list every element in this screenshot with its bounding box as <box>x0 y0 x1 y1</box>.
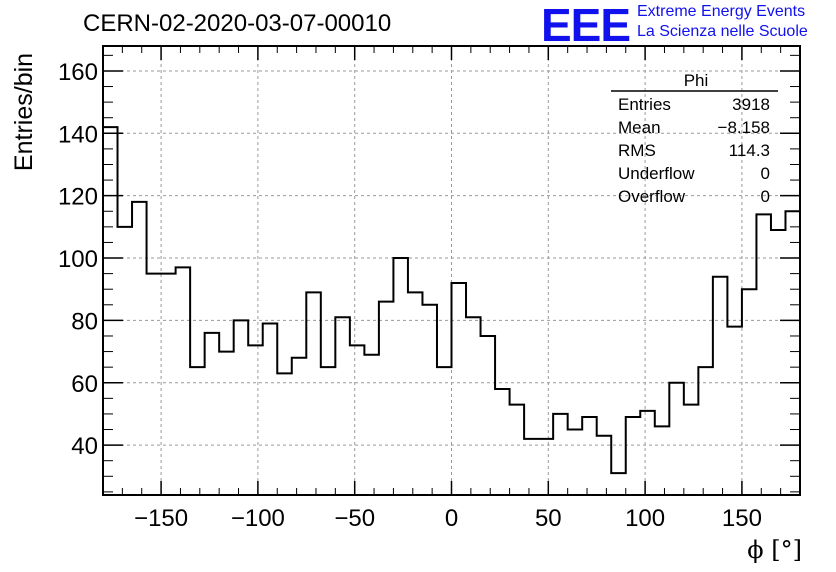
histogram-bin <box>205 333 220 495</box>
histogram-bin <box>263 324 278 495</box>
histogram-bin <box>756 214 771 495</box>
x-tick-label: −50 <box>334 505 375 532</box>
histogram-bin <box>321 367 336 495</box>
stats-row-label: Underflow <box>618 164 695 183</box>
stats-title: Phi <box>684 71 709 90</box>
y-tick-label: 40 <box>71 433 98 460</box>
histogram-bin <box>277 373 292 495</box>
stats-row-value: 0 <box>761 164 770 183</box>
histogram-bin <box>771 230 786 495</box>
x-axis-ticks: −150 −100 −50 0 50 100 150 <box>102 46 801 532</box>
histogram-bin <box>248 345 263 495</box>
stats-row-value: −8.158 <box>718 118 770 137</box>
histogram-bin <box>103 127 118 495</box>
stats-row-value: 3918 <box>732 95 770 114</box>
x-tick-label: 100 <box>625 505 665 532</box>
y-tick-label: 60 <box>71 371 98 398</box>
histogram-bin <box>437 367 452 495</box>
histogram-bin <box>335 317 350 495</box>
histogram-bin <box>524 439 539 495</box>
histogram-bin <box>132 202 147 495</box>
histogram-bin <box>495 389 510 495</box>
x-tick-label: 50 <box>535 505 562 532</box>
y-tick-label: 140 <box>58 121 98 148</box>
histogram-bin <box>669 383 684 495</box>
histogram-bin <box>379 302 394 495</box>
x-tick-label: 150 <box>722 505 762 532</box>
histogram-bin <box>713 277 728 495</box>
eee-logo: EEE <box>541 0 631 51</box>
histogram-bin <box>742 289 757 495</box>
histogram-bin <box>481 336 496 495</box>
stats-row-label: RMS <box>618 141 656 160</box>
histogram-bin <box>626 417 641 495</box>
run-title: CERN-02-2020-03-07-00010 <box>83 10 392 37</box>
x-tick-label: −150 <box>134 505 188 532</box>
histogram-bin <box>611 473 626 495</box>
y-tick-label: 80 <box>71 308 98 335</box>
histogram-bin <box>553 414 568 495</box>
histogram-bin <box>364 355 379 495</box>
stats-box: Phi Entries 3918 Mean −8.158 RMS 114.3 Underfl… <box>611 71 778 206</box>
y-axis-ticks: 40 60 80 100 120 140 160 <box>58 54 800 493</box>
y-axis-label: Entries/bin <box>10 53 38 171</box>
histogram-bin <box>176 267 191 495</box>
histogram-bin <box>785 211 800 495</box>
histogram-bin <box>147 274 162 495</box>
histogram-bin <box>684 405 699 495</box>
histogram-bin <box>568 430 583 495</box>
histogram-bin <box>510 405 525 495</box>
stats-row-label: Mean <box>618 118 661 137</box>
histogram-bin <box>582 417 597 495</box>
histogram-bin <box>698 367 713 495</box>
y-tick-label: 100 <box>58 246 98 273</box>
histogram-bin <box>161 274 176 495</box>
stats-row-label: Overflow <box>618 187 686 206</box>
histogram-bin <box>408 292 423 495</box>
eee-logo-line1: Extreme Energy Events <box>637 3 806 20</box>
histogram-bin <box>727 327 742 495</box>
histogram-bin <box>350 345 365 495</box>
histogram-bin <box>597 436 612 495</box>
histogram-bin <box>539 439 554 495</box>
stats-row-label: Entries <box>618 95 671 114</box>
histogram-bin <box>640 411 655 495</box>
stats-row-value: 114.3 <box>729 141 770 160</box>
histogram-bin <box>190 367 205 495</box>
plot-frame <box>102 45 801 496</box>
y-tick-label: 160 <box>58 59 98 86</box>
histogram-bin <box>655 426 670 495</box>
histogram-bin <box>466 317 481 495</box>
histogram-bin <box>219 352 234 495</box>
stats-row-value: 0 <box>761 187 770 206</box>
x-tick-label: −100 <box>231 505 285 532</box>
x-tick-label: 0 <box>445 505 458 532</box>
histogram-bin <box>118 227 133 495</box>
histogram-bin <box>234 320 249 495</box>
y-tick-label: 120 <box>58 184 98 211</box>
histogram-bin <box>306 292 321 495</box>
histogram-bin <box>292 358 307 495</box>
histogram-bin <box>393 258 408 495</box>
eee-logo-line2: La Scienza nelle Scuole <box>637 23 808 40</box>
histogram-bin <box>422 305 437 495</box>
histogram-outline <box>102 64 801 495</box>
histogram-bin <box>452 283 467 495</box>
x-axis-label: ϕ [°] <box>747 536 802 564</box>
